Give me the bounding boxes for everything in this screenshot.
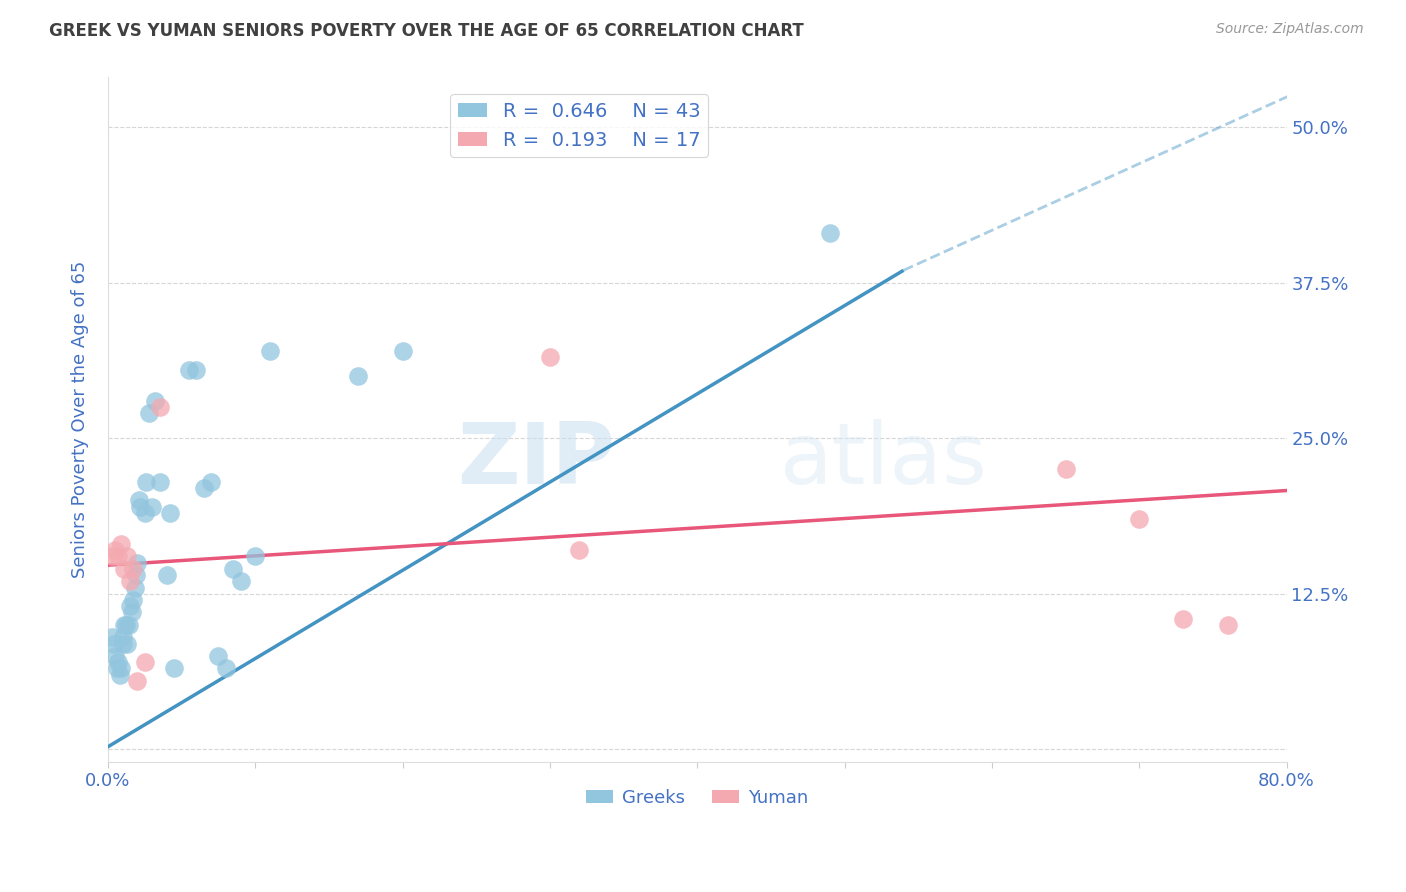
Point <box>177 363 200 377</box>
Point <box>125 568 148 582</box>
Point <box>134 655 156 669</box>
Point <box>129 500 152 514</box>
Point <box>104 543 127 558</box>
Point <box>120 574 142 589</box>
Point <box>347 369 370 384</box>
Point <box>110 537 132 551</box>
Point <box>391 344 413 359</box>
Point <box>193 481 215 495</box>
Point <box>122 593 145 607</box>
Point <box>128 493 150 508</box>
Point <box>112 562 135 576</box>
Point <box>110 661 132 675</box>
Point <box>108 667 131 681</box>
Point <box>135 475 157 489</box>
Point <box>186 363 208 377</box>
Point <box>115 549 138 564</box>
Point <box>107 549 129 564</box>
Point <box>159 506 181 520</box>
Text: atlas: atlas <box>780 419 988 502</box>
Point <box>148 475 170 489</box>
Point <box>1054 462 1077 476</box>
Point <box>107 655 129 669</box>
Point <box>229 574 252 589</box>
Point <box>143 393 166 408</box>
Point <box>124 581 146 595</box>
Point <box>121 606 143 620</box>
Point <box>156 568 179 582</box>
Point <box>117 618 139 632</box>
Point <box>163 661 186 675</box>
Legend: Greeks, Yuman: Greeks, Yuman <box>579 782 815 814</box>
Point <box>538 351 561 365</box>
Point <box>111 636 134 650</box>
Point <box>245 549 267 564</box>
Point <box>134 506 156 520</box>
Point <box>127 673 149 688</box>
Y-axis label: Seniors Poverty Over the Age of 65: Seniors Poverty Over the Age of 65 <box>72 261 89 578</box>
Point <box>222 562 245 576</box>
Point <box>1128 512 1150 526</box>
Point <box>114 618 136 632</box>
Point <box>207 648 229 663</box>
Point <box>127 556 149 570</box>
Point <box>138 406 160 420</box>
Point <box>115 636 138 650</box>
Point <box>112 618 135 632</box>
Point <box>568 543 591 558</box>
Text: ZIP: ZIP <box>457 419 614 502</box>
Point <box>259 344 281 359</box>
Point <box>103 636 125 650</box>
Point <box>111 631 134 645</box>
Point <box>200 475 222 489</box>
Point <box>101 549 124 564</box>
Point <box>1173 612 1195 626</box>
Point <box>122 562 145 576</box>
Text: GREEK VS YUMAN SENIORS POVERTY OVER THE AGE OF 65 CORRELATION CHART: GREEK VS YUMAN SENIORS POVERTY OVER THE … <box>49 22 804 40</box>
Point <box>818 226 841 240</box>
Text: Source: ZipAtlas.com: Source: ZipAtlas.com <box>1216 22 1364 37</box>
Point <box>1216 618 1239 632</box>
Point <box>215 661 238 675</box>
Point <box>101 631 124 645</box>
Point <box>104 648 127 663</box>
Point <box>141 500 163 514</box>
Point <box>120 599 142 614</box>
Point <box>148 400 170 414</box>
Point <box>105 661 128 675</box>
